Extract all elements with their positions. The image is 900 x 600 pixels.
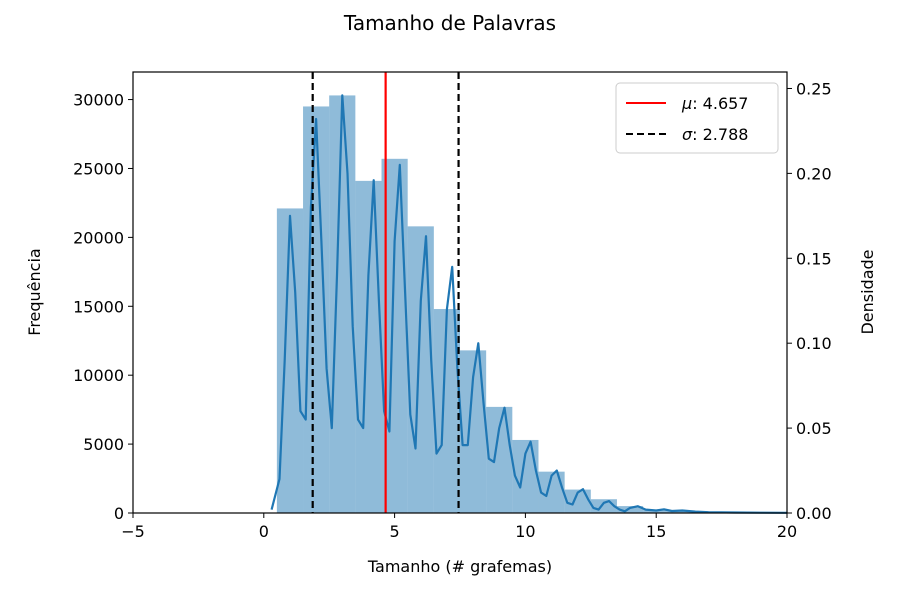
histogram-bar [616, 506, 644, 513]
x-tick-label: 0 [259, 522, 269, 541]
x-tick-label: −5 [121, 522, 145, 541]
histogram-bar [564, 489, 591, 513]
density-curve-layer [270, 94, 788, 514]
y-axis-right-ticks: 0.00 0.05 0.10 0.15 0.20 0.25 [787, 79, 832, 523]
x-tick-label: 15 [646, 522, 666, 541]
legend-mu-label: μ: 4.657 [681, 94, 748, 113]
y2-tick-label: 0.05 [796, 419, 832, 438]
y-axis-left-ticks: 0 5000 10000 15000 20000 25000 30000 [73, 91, 133, 523]
x-tick-label: 20 [777, 522, 797, 541]
x-tick-label: 5 [390, 522, 400, 541]
y-tick-label: 15000 [73, 297, 124, 316]
y2-tick-label: 0.20 [796, 164, 832, 183]
y2-tick-label: 0.00 [796, 504, 832, 523]
legend-sigma-label: σ: 2.788 [682, 125, 748, 144]
plot-frame [132, 71, 788, 514]
y-tick-label: 10000 [73, 366, 124, 385]
y-tick-label: 0 [114, 504, 124, 523]
y-tick-label: 25000 [73, 159, 124, 178]
chart-title: Tamanho de Palavras [343, 11, 556, 35]
y2-tick-label: 0.15 [796, 249, 832, 268]
y-axis-right-label: Densidade [858, 249, 877, 334]
histogram-bar [355, 180, 382, 513]
x-axis-label: Tamanho (# grafemas) [367, 557, 552, 576]
x-axis-ticks: −5 0 5 10 15 20 [121, 513, 797, 541]
reference-lines [311, 72, 460, 513]
histogram-bar [669, 511, 696, 513]
y2-tick-label: 0.25 [796, 79, 832, 98]
y-tick-label: 30000 [73, 91, 124, 110]
y2-tick-label: 0.10 [796, 334, 832, 353]
y-tick-label: 5000 [83, 435, 124, 454]
legend: μ: 4.657 σ: 2.788 [615, 82, 779, 154]
y-tick-label: 20000 [73, 228, 124, 247]
y-axis-left-label: Frequência [25, 248, 44, 335]
density-curve [270, 94, 788, 514]
x-tick-label: 10 [515, 522, 535, 541]
histogram-bar [407, 226, 434, 513]
legend-box [615, 82, 779, 154]
